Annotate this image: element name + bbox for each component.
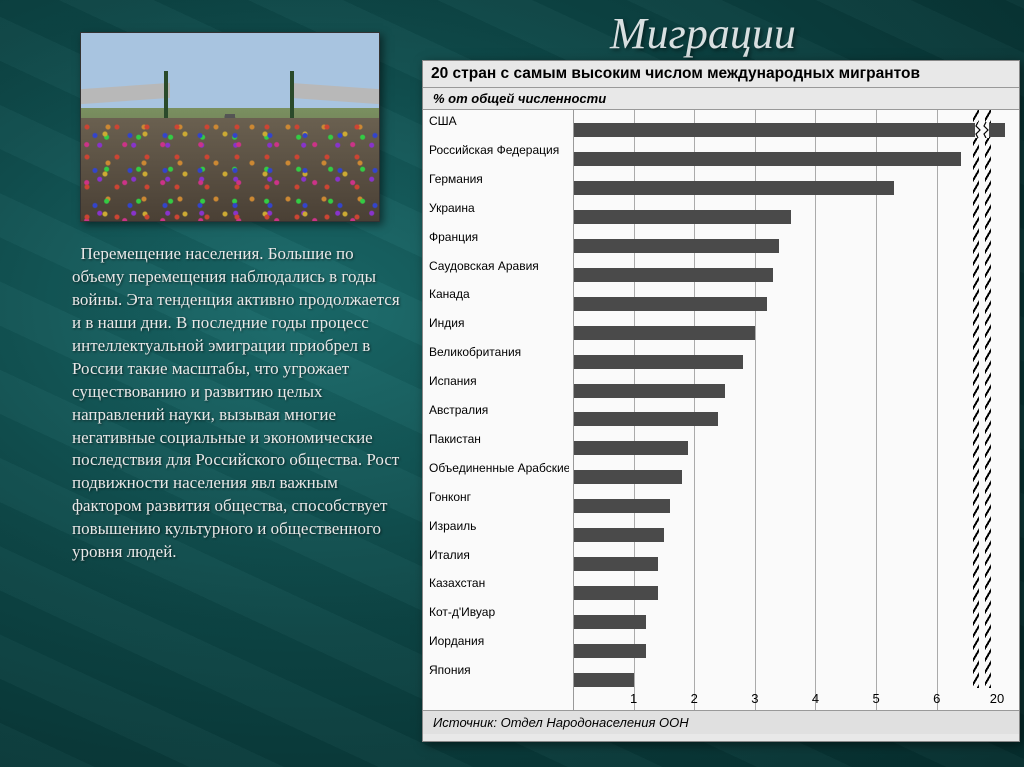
country-label: Италия bbox=[429, 548, 569, 562]
gridline bbox=[755, 110, 756, 710]
chart-bar bbox=[573, 586, 658, 600]
chart-source: Источник: Отдел Народонаселения ООН bbox=[423, 710, 1019, 734]
country-label: Пакистан bbox=[429, 432, 569, 446]
x-tick-label: 4 bbox=[812, 691, 819, 706]
body-text: Перемещение населения. Большие по объему… bbox=[72, 243, 402, 564]
slide-title: Миграции bbox=[610, 8, 796, 59]
chart-title: 20 стран с самым высоким числом междунар… bbox=[423, 61, 1019, 88]
x-tick-label: 1 bbox=[630, 691, 637, 706]
x-tick-label: 3 bbox=[751, 691, 758, 706]
country-label: Япония bbox=[429, 663, 569, 677]
country-label: Гонконг bbox=[429, 490, 569, 504]
country-label: Германия bbox=[429, 172, 569, 186]
chart-bar bbox=[573, 528, 664, 542]
chart-bar bbox=[573, 123, 1005, 137]
train-station-photo bbox=[80, 32, 380, 222]
x-tick-label: 20 bbox=[990, 691, 1004, 706]
gridline bbox=[815, 110, 816, 710]
chart-bar bbox=[573, 470, 682, 484]
migration-chart: 20 стран с самым высоким числом междунар… bbox=[422, 60, 1020, 742]
country-label: Иордания bbox=[429, 634, 569, 648]
country-label: США bbox=[429, 114, 569, 128]
country-label: Объединенные Арабские Эмираты bbox=[429, 461, 569, 475]
country-label: Франция bbox=[429, 230, 569, 244]
country-label: Украина bbox=[429, 201, 569, 215]
chart-bar bbox=[573, 268, 773, 282]
axis-break-icon bbox=[973, 110, 991, 688]
x-tick-label: 5 bbox=[872, 691, 879, 706]
x-tick-label: 2 bbox=[691, 691, 698, 706]
chart-bar bbox=[573, 615, 646, 629]
chart-bar bbox=[573, 355, 743, 369]
country-label: Кот-д'Ивуар bbox=[429, 605, 569, 619]
chart-bar bbox=[573, 412, 718, 426]
x-tick-label: 6 bbox=[933, 691, 940, 706]
chart-bar bbox=[573, 239, 779, 253]
chart-bar bbox=[573, 441, 688, 455]
country-label: Казахстан bbox=[429, 576, 569, 590]
country-label: Канада bbox=[429, 287, 569, 301]
chart-bar bbox=[573, 557, 658, 571]
chart-bar bbox=[573, 210, 791, 224]
country-label: Российская Федерация bbox=[429, 143, 569, 157]
chart-bar bbox=[573, 152, 961, 166]
country-label: Саудовская Аравия bbox=[429, 259, 569, 273]
chart-plot-area: 1 2 3 4 5 6 20 США Российская Федерация Германия У… bbox=[423, 110, 1019, 710]
chart-bar bbox=[573, 326, 755, 340]
chart-bar bbox=[573, 384, 725, 398]
country-label: Испания bbox=[429, 374, 569, 388]
gridline bbox=[694, 110, 695, 710]
country-label: Индия bbox=[429, 316, 569, 330]
country-label: Израиль bbox=[429, 519, 569, 533]
gridline bbox=[937, 110, 938, 710]
chart-bar bbox=[573, 181, 894, 195]
chart-bar bbox=[573, 644, 646, 658]
gridline bbox=[876, 110, 877, 710]
chart-bar bbox=[573, 673, 634, 687]
country-label: Австралия bbox=[429, 403, 569, 417]
chart-bar bbox=[573, 297, 767, 311]
chart-subtitle: % от общей численности bbox=[423, 88, 1019, 110]
bar-break-icon bbox=[975, 122, 989, 138]
country-label: Великобритания bbox=[429, 345, 569, 359]
chart-bar bbox=[573, 499, 670, 513]
